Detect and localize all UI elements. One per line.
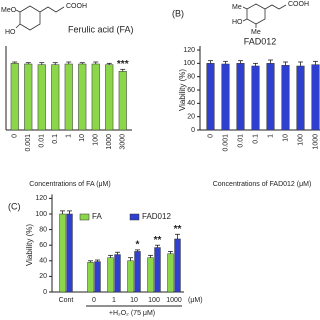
x-unit: (μM) xyxy=(188,297,203,304)
panel-label: (B) xyxy=(172,8,184,18)
y-tick-label: 60 xyxy=(187,87,195,94)
legend-swatch xyxy=(79,213,90,221)
legend-label: FA xyxy=(92,212,102,221)
x-tick-label: 0 xyxy=(92,297,96,304)
bar xyxy=(251,65,260,131)
bar xyxy=(266,63,275,131)
bar xyxy=(127,260,134,293)
bar xyxy=(206,63,215,131)
structure-fad012 xyxy=(242,3,287,28)
x-tick-label: 0 xyxy=(12,134,19,138)
y-tick-label: 80 xyxy=(187,74,195,81)
bar xyxy=(311,64,320,131)
chart-title: Ferulic acid (FA) xyxy=(68,24,134,34)
structure-label: HO xyxy=(5,29,16,36)
x-tick-label: 0 xyxy=(207,134,214,138)
x-tick-label: 0.001 xyxy=(222,134,229,152)
x-tick-label: 1 xyxy=(66,134,73,138)
bar xyxy=(78,63,87,131)
y-tick-label: 60 xyxy=(39,242,47,249)
legend-label: FAD012 xyxy=(142,212,171,221)
y-tick-label: 120 xyxy=(183,47,195,54)
x-tick-label: 3000 xyxy=(120,134,127,150)
bar xyxy=(154,247,161,293)
x-tick-label: 10 xyxy=(79,134,86,142)
bar xyxy=(10,63,19,131)
x-tick-label: 0.01 xyxy=(39,134,46,148)
bar xyxy=(105,64,114,131)
y-tick-label: 0 xyxy=(191,127,195,134)
panel-label: (C) xyxy=(8,201,21,211)
x-axis-label: +H₂O₂ (75 μM) xyxy=(109,310,155,317)
y-tick-label: 100 xyxy=(35,211,47,218)
x-tick-label: 1000 xyxy=(106,134,113,150)
annotation: ** xyxy=(154,235,162,246)
y-tick-label: 20 xyxy=(39,273,47,280)
structure-label: Me xyxy=(251,29,261,36)
bar xyxy=(147,257,154,293)
y-tick-label: 20 xyxy=(187,114,195,121)
bar xyxy=(24,63,33,131)
bar xyxy=(134,251,141,293)
x-tick-label: 100 xyxy=(148,297,160,304)
x-tick-label: 10 xyxy=(130,297,138,304)
bar xyxy=(236,63,245,131)
x-tick-label: 1000 xyxy=(312,134,319,150)
y-tick-label: 100 xyxy=(183,60,195,67)
x-tick-label: 0.01 xyxy=(237,134,244,148)
structure-label: HO xyxy=(232,19,243,26)
annotation: * xyxy=(136,240,140,251)
x-tick-label: 1000 xyxy=(166,297,182,304)
bar xyxy=(51,64,60,131)
bar xyxy=(296,65,305,131)
bar xyxy=(114,254,121,293)
chart-title: FAD012 xyxy=(244,36,277,46)
x-tick-label: 0.1 xyxy=(252,134,259,144)
bar xyxy=(66,213,73,293)
bar xyxy=(87,262,94,293)
legend-swatch xyxy=(129,213,140,221)
bar xyxy=(91,63,100,131)
structure-label: Me xyxy=(232,4,242,11)
x-tick-label: 1 xyxy=(267,134,274,138)
bar xyxy=(167,253,174,293)
y-axis-label: Viability (%) xyxy=(178,69,187,111)
x-tick-label: 0.1 xyxy=(52,134,59,144)
annotation: *** xyxy=(117,59,129,70)
bar xyxy=(174,238,181,293)
bar xyxy=(221,63,230,131)
x-tick-label: Cont xyxy=(59,297,74,304)
structure-label: MeO xyxy=(1,7,17,14)
annotation: ** xyxy=(174,224,182,235)
y-tick-label: 120 xyxy=(35,195,47,202)
y-axis-label: Viability (%) xyxy=(25,224,34,266)
x-axis-label: Concentrations of FAD012 (μM) xyxy=(213,181,312,188)
bar xyxy=(118,71,127,131)
y-tick-label: 40 xyxy=(39,258,47,265)
structure-label: COOH xyxy=(288,1,309,8)
bar xyxy=(59,213,66,293)
bar xyxy=(107,257,114,293)
bar xyxy=(37,64,46,131)
y-tick-label: 40 xyxy=(187,100,195,107)
bar xyxy=(281,65,290,131)
y-tick-label: 80 xyxy=(39,226,47,233)
x-tick-label: 10 xyxy=(282,134,289,142)
bar xyxy=(64,63,73,131)
x-tick-label: 100 xyxy=(93,134,100,146)
x-axis-label: Concentrations of FA (μM) xyxy=(29,181,110,188)
structure-label: COOH xyxy=(66,3,87,10)
y-tick-label: 0 xyxy=(43,289,47,296)
x-tick-label: 100 xyxy=(297,134,304,146)
bar xyxy=(94,261,101,293)
x-tick-label: 1 xyxy=(112,297,116,304)
structure-fa xyxy=(15,5,65,31)
x-tick-label: 0.001 xyxy=(25,134,32,152)
